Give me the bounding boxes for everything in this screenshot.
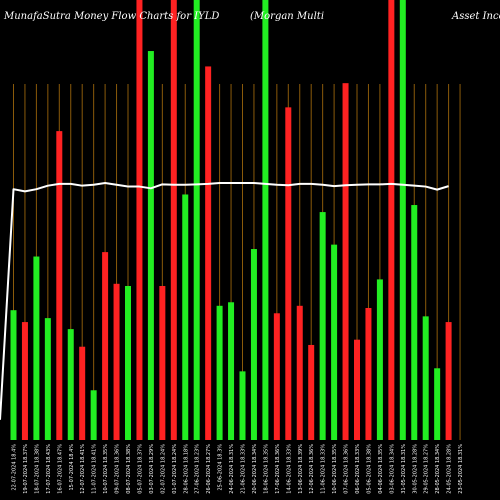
money-flow-bar: [193, 0, 200, 440]
chart-subtitle-right: Asset Income: [451, 11, 500, 22]
x-tick-label: 17-07-2024 18.43%: [46, 444, 52, 494]
money-flow-bar: [33, 256, 40, 440]
x-tick-label: 08-07-2024 18.38%: [126, 444, 132, 494]
money-flow-bar: [399, 0, 406, 440]
money-flow-bar: [170, 0, 177, 440]
x-tick-label: 25-06-2024 18.3%: [218, 444, 224, 491]
money-flow-bar: [434, 368, 441, 440]
money-flow-bar: [331, 244, 338, 440]
x-tick-label: 01-07-2024 18.24%: [172, 444, 178, 494]
money-flow-bar: [67, 329, 74, 440]
x-tick-label: 18-07-2024 18.38%: [34, 444, 40, 494]
x-tick-label: 28-06-2024 18.18%: [183, 444, 189, 494]
money-flow-bar: [228, 302, 235, 440]
money-flow-bar: [159, 286, 166, 440]
money-flow-bar: [296, 305, 303, 440]
money-flow-bar: [182, 194, 189, 440]
x-tick-label: 06-06-2024 18.33%: [355, 444, 361, 494]
x-tick-label: 04-06-2024 18.35%: [378, 444, 384, 494]
money-flow-bar: [342, 83, 349, 440]
x-tick-label: 09-07-2024 18.36%: [115, 444, 121, 494]
money-flow-bar: [56, 131, 63, 440]
money-flow-bar: [354, 339, 360, 440]
x-tick-label: 10-06-2024 18.35%: [332, 444, 338, 494]
money-flow-bar: [216, 305, 223, 440]
x-tick-label: 13-06-2024 18.39%: [298, 444, 304, 494]
chart-title: MunafaSutra Money Flow Charts for IYLD: [3, 11, 219, 22]
x-axis-tick-labels: 22-07-2024 18.4% 19-07-2024 18.37% 18-07-2…: [12, 444, 465, 494]
x-tick-label: 12-07-2024 18.41%: [80, 444, 86, 494]
x-tick-label: 03-07-2024 18.29%: [149, 444, 155, 494]
x-tick-label: 05-07-2024 18.37%: [137, 444, 143, 494]
money-flow-bar: [308, 344, 315, 440]
money-flow-bar: [147, 51, 154, 440]
x-tick-label: 27-06-2024 18.23%: [195, 444, 201, 494]
money-flow-index-line: [0, 182, 449, 420]
x-tick-label: 18-06-2024 18.35%: [263, 444, 269, 494]
money-flow-bar: [388, 0, 395, 440]
money-flow-bar: [125, 286, 131, 440]
money-flow-bar: [376, 279, 383, 440]
money-flow-bar: [44, 318, 51, 440]
x-tick-label: 31-05-2024 18.31%: [401, 444, 407, 494]
x-tick-label: 02-07-2024 18.24%: [160, 444, 166, 494]
x-tick-label: 24-06-2024 18.31%: [229, 444, 235, 494]
money-flow-bar: [445, 322, 452, 440]
x-tick-label: 15-07-2024 18.4%: [69, 444, 75, 491]
money-flow-bar: [411, 205, 418, 440]
x-tick-label: 10-07-2024 18.35%: [103, 444, 109, 494]
money-flow-bar: [21, 322, 28, 440]
x-tick-label: 24-05-2024 18.28%: [447, 444, 453, 494]
money-flow-bar: [79, 346, 86, 440]
x-tick-label: 12-06-2024 18.36%: [309, 444, 315, 494]
x-tick-label: 29-05-2024 18.27%: [424, 444, 430, 494]
x-tick-label: 11-06-2024 18.33%: [321, 444, 327, 494]
money-flow-bar: [205, 66, 212, 440]
money-flow-bar: [422, 316, 429, 440]
money-flow-bar: [285, 107, 292, 441]
money-flow-bar: [10, 310, 17, 440]
x-tick-label: 11-07-2024 18.41%: [92, 444, 98, 494]
money-flow-bar: [365, 308, 372, 440]
money-flow-bar: [113, 283, 120, 440]
x-tick-label: 03-06-2024 18.34%: [389, 444, 395, 494]
x-tick-label: 14-06-2024 18.33%: [286, 444, 292, 494]
x-tick-label: 21-06-2024 18.33%: [241, 444, 247, 494]
x-tick-label: 07-06-2024 18.36%: [344, 444, 350, 494]
x-tick-label: 19-07-2024 18.37%: [23, 444, 29, 494]
chart-subtitle: (Morgan Multi: [250, 11, 324, 22]
x-tick-label: 16-07-2024 18.47%: [57, 444, 63, 494]
money-flow-bar: [102, 252, 109, 440]
line-series: [0, 182, 449, 420]
x-tick-label: 26-06-2024 18.27%: [206, 444, 212, 494]
money-flow-bar: [273, 313, 280, 440]
x-tick-label: 17-06-2024 18.36%: [275, 444, 281, 494]
x-tick-label: 23-05-2024 18.31%: [458, 444, 464, 494]
money-flow-bar: [239, 371, 246, 440]
x-tick-label: 20-06-2024 18.34%: [252, 444, 258, 494]
money-flow-bar: [262, 0, 269, 440]
x-tick-label: 30-05-2024 18.28%: [412, 444, 418, 494]
money-flow-bar: [136, 0, 143, 440]
x-tick-label: 22-07-2024 18.4%: [12, 444, 18, 491]
bar-series: [10, 0, 452, 441]
money-flow-bar: [319, 212, 326, 440]
money-flow-bar: [90, 390, 97, 440]
x-tick-label: 05-06-2024 18.38%: [366, 444, 372, 494]
money-flow-bar: [250, 249, 257, 440]
x-tick-label: 28-05-2024 18.34%: [435, 444, 441, 494]
